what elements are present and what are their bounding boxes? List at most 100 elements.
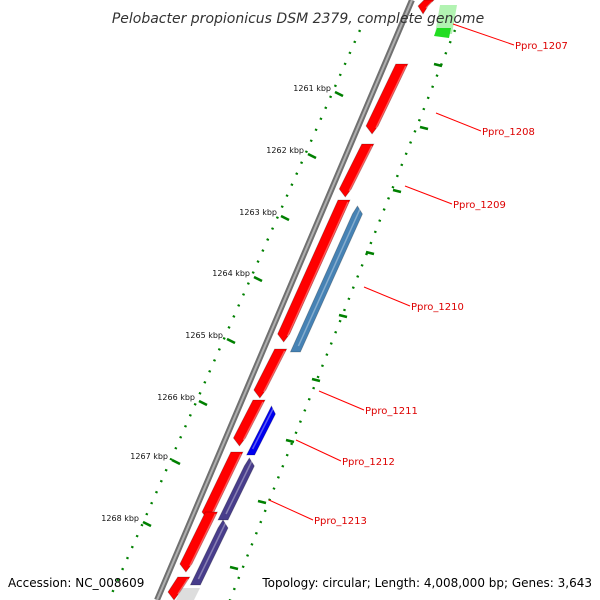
scale-dot [271, 227, 275, 230]
scale-dot [422, 107, 426, 111]
gene-ppro-1209-shade [348, 145, 373, 192]
scale-major-tick [307, 152, 317, 160]
scale-dot [435, 74, 439, 77]
scale-dot [409, 141, 413, 144]
gene-ppro-1212-shade [251, 407, 275, 450]
scale-dot [130, 545, 134, 549]
scale-label: 1268 kbp [101, 514, 139, 523]
scale-dot [444, 51, 448, 55]
scale-dot [169, 457, 173, 461]
scale-dot [263, 509, 267, 513]
scale-major-tick [171, 458, 181, 466]
scale-dot [324, 106, 328, 110]
scale-dot [281, 464, 285, 468]
scale-dot [382, 208, 386, 211]
scale-dot [431, 85, 435, 89]
scale-dot [413, 130, 417, 133]
scale-label: 1264 kbp [212, 269, 250, 278]
scale-dot [395, 174, 399, 178]
gene-label: Ppro_1207 [515, 41, 568, 52]
scale-dot [309, 139, 313, 143]
scale-dot [116, 578, 120, 582]
scale-dot [280, 205, 284, 209]
scale-labels: 1261 kbp 1262 kbp 1263 kbp 1264 kbp 1265 kbp… [101, 84, 331, 523]
scale-dot [208, 369, 212, 373]
scale-major-tick [334, 90, 344, 98]
scale-dot [303, 409, 307, 412]
scale-major-tick [285, 438, 295, 444]
scale-dot [154, 490, 158, 494]
scale-label: 1267 kbp [130, 452, 168, 461]
gene-forward-d-shade [189, 513, 217, 567]
gene-label: Ppro_1209 [453, 200, 506, 211]
scale-dot [314, 128, 318, 132]
gene-forward-a-shade [263, 350, 286, 393]
gene-ppro-1208 [365, 63, 409, 135]
scale-dot [312, 386, 316, 390]
scale-dot [290, 442, 294, 446]
scale-dot [198, 391, 202, 395]
scale-dot [319, 117, 323, 121]
scale-dot [448, 40, 452, 44]
scale-dot [353, 40, 357, 44]
scale-dot [285, 194, 289, 198]
gene-top-forward-shade [425, 1, 433, 9]
scale-major-tick [142, 520, 152, 528]
scale-dot [242, 293, 246, 296]
gene-leader-line [318, 390, 365, 411]
scale-dot [338, 319, 342, 323]
scale-dot [272, 487, 276, 490]
scale-dot [338, 73, 342, 77]
scale-dot [400, 163, 404, 167]
scale-dot [300, 161, 304, 165]
scale-dot [254, 531, 258, 535]
gene-ppro-1210-shade [297, 207, 362, 347]
scale-dot [251, 271, 255, 274]
scale-major-tick [226, 337, 236, 345]
gene-leader-line [295, 439, 342, 462]
scale-dot [145, 512, 149, 516]
scale-dot [241, 565, 245, 569]
scale-dot [453, 29, 457, 33]
gene-ppro-1209 [338, 143, 375, 198]
gene-ppro-1212 [245, 405, 276, 456]
scale-dot [275, 216, 279, 220]
scale-dot [250, 543, 254, 546]
scale-major-tick [229, 565, 239, 571]
gene-forward-d [179, 511, 219, 573]
scale-dot [342, 308, 346, 312]
scale-dot [307, 397, 311, 401]
gene-ppro-1207 [434, 28, 451, 38]
scale-label: 1261 kbp [293, 84, 331, 93]
gene-ppro-1213-shade [225, 459, 254, 515]
scale-dot [232, 315, 236, 318]
scale-dot [329, 95, 333, 99]
genome-backbone [154, 0, 415, 600]
scale-dot [378, 219, 382, 223]
gene-forward-e-shade [177, 578, 189, 595]
scale-dot [246, 554, 250, 557]
scale-dot [159, 479, 163, 483]
scale-dot [135, 534, 139, 538]
scale-label: 1263 kbp [239, 208, 277, 217]
scale-major-tick [311, 377, 321, 383]
scale-dot [121, 567, 125, 571]
scale-dot [261, 249, 265, 252]
gene-highlight-area [435, 5, 457, 34]
scale-dot [290, 183, 294, 187]
gene-ppro-1210 [289, 205, 363, 353]
scale-dot [348, 51, 352, 55]
gene-track [167, 0, 457, 600]
scale-dot [334, 330, 338, 334]
scale-dot [347, 297, 351, 301]
scale-dot [356, 275, 360, 278]
scale-dot [316, 375, 320, 379]
scale-dot [298, 420, 302, 423]
scale-dot [266, 238, 270, 241]
scale-dot [358, 29, 362, 33]
scale-dot [183, 424, 187, 428]
gene-forward-b-shade [242, 401, 264, 441]
gene-leader-line [435, 112, 482, 132]
scale-label: 1262 kbp [266, 146, 304, 155]
scale-major-tick [419, 125, 429, 131]
